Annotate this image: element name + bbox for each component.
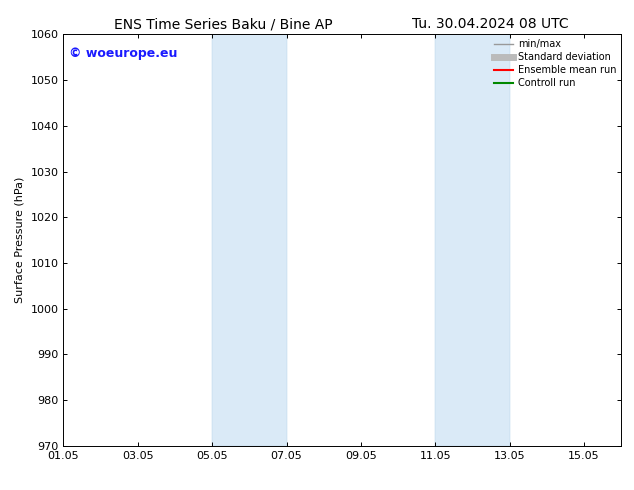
Text: © woeurope.eu: © woeurope.eu xyxy=(69,47,178,60)
Y-axis label: Surface Pressure (hPa): Surface Pressure (hPa) xyxy=(15,177,25,303)
Legend: min/max, Standard deviation, Ensemble mean run, Controll run: min/max, Standard deviation, Ensemble me… xyxy=(494,39,616,88)
Text: Tu. 30.04.2024 08 UTC: Tu. 30.04.2024 08 UTC xyxy=(412,17,569,31)
Bar xyxy=(436,34,510,446)
Text: ENS Time Series Baku / Bine AP: ENS Time Series Baku / Bine AP xyxy=(114,17,333,31)
Bar xyxy=(212,34,287,446)
